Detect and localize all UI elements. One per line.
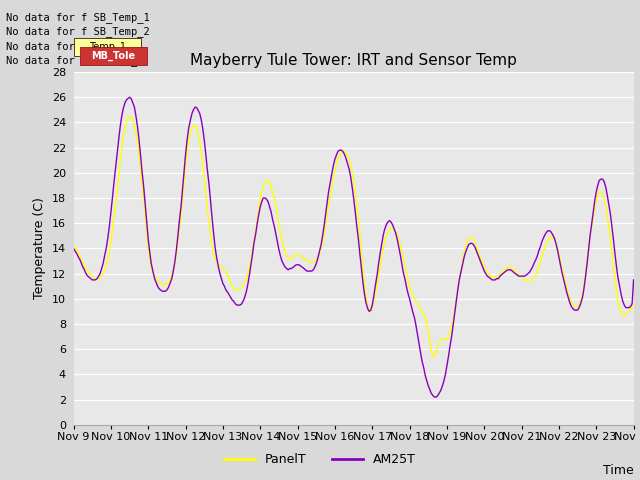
Text: MB_Tole: MB_Tole [92,50,136,61]
PanelT [86,271,93,276]
PanelT [429,354,437,360]
AM25T [390,226,397,231]
AM25T [126,95,134,100]
AM25T [70,245,77,252]
Legend: PanelT, AM25T: PanelT, AM25T [219,448,421,471]
PanelT [70,243,77,249]
AM25T [175,219,183,225]
Text: No data for f SB_Temp_1: No data for f SB_Temp_1 [6,12,150,23]
PanelT [409,292,417,298]
AM25T [630,277,637,283]
Line: PanelT: PanelT [74,116,634,357]
AM25T [431,394,438,400]
PanelT [126,113,134,119]
X-axis label: Time: Time [603,464,634,477]
AM25T [409,309,417,314]
PanelT [564,291,572,297]
AM25T [422,373,429,379]
PanelT [630,302,637,308]
Title: Mayberry Tule Tower: IRT and Sensor Temp: Mayberry Tule Tower: IRT and Sensor Temp [190,53,517,68]
Text: No data for f   Temp_2: No data for f Temp_2 [6,55,144,66]
Text: No data for f   Temp_1: No data for f Temp_1 [6,41,144,52]
PanelT [390,227,397,232]
PanelT [175,227,183,232]
Text: Temp_1: Temp_1 [89,42,125,52]
Line: AM25T: AM25T [74,97,634,397]
PanelT [422,315,429,321]
AM25T [564,295,572,300]
AM25T [86,275,93,280]
Text: No data for f SB_Temp_2: No data for f SB_Temp_2 [6,26,150,37]
Y-axis label: Temperature (C): Temperature (C) [33,197,46,300]
